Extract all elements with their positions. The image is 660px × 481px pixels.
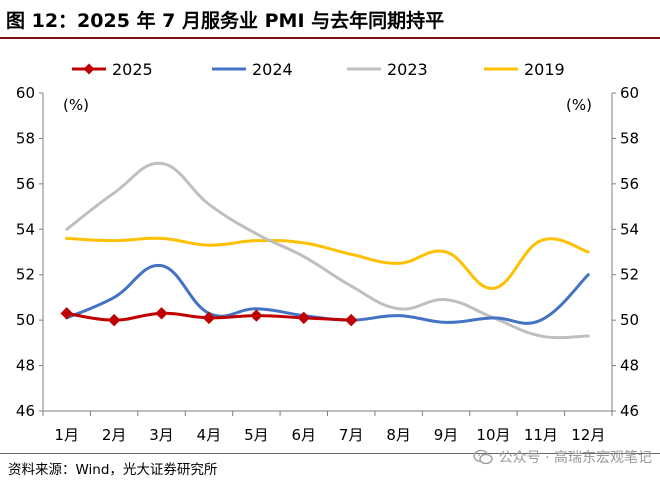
series-point-2025 <box>202 311 216 325</box>
y-tick-label-right: 52 <box>620 266 639 284</box>
footer-divider <box>0 453 660 454</box>
y-tick-label-right: 48 <box>620 357 639 375</box>
title-bar: 图 12：2025 年 7 月服务业 PMI 与去年同期持平 <box>0 0 660 39</box>
chart-area: 46 46 48 48 50 50 52 52 54 54 56 56 58 58 60 60 (%) (%) 1月… <box>16 60 639 444</box>
y-tick-label-right: 54 <box>620 220 639 238</box>
y-tick-label-right: 56 <box>620 175 639 193</box>
y-unit-right: (%) <box>566 96 592 114</box>
y-tick-label-left: 60 <box>16 84 35 102</box>
watermark-text: 公众号 · 高瑞东宏观笔记 <box>498 450 652 466</box>
wechat-icon <box>472 449 493 465</box>
y-tick-label-right: 46 <box>620 402 639 420</box>
x-tick-label: 12月 <box>571 426 605 444</box>
series-point-2025 <box>107 313 121 327</box>
x-tick-label: 1月 <box>54 426 79 444</box>
y-tick-label-left: 58 <box>16 129 35 147</box>
x-tick-label: 11月 <box>524 426 558 444</box>
x-tick-label: 10月 <box>476 426 510 444</box>
legend-label-2019: 2019 <box>524 60 565 79</box>
source-note: 资料来源：Wind，光大证券研究所 <box>8 462 218 478</box>
y-tick-label-left: 48 <box>16 357 35 375</box>
y-tick-label-left: 52 <box>16 266 35 284</box>
legend-marker-2025 <box>83 63 95 75</box>
legend-label-2023: 2023 <box>387 60 428 79</box>
series-point-2025 <box>60 307 73 320</box>
y-tick-label-right: 60 <box>620 84 639 102</box>
chart-title: 图 12：2025 年 7 月服务业 PMI 与去年同期持平 <box>6 10 445 32</box>
y-unit-left: (%) <box>63 96 89 114</box>
x-tick-label: 9月 <box>434 426 459 444</box>
y-tick-label-left: 50 <box>16 311 35 329</box>
x-tick-label: 2月 <box>102 426 127 444</box>
series-line-2019 <box>65 236 590 290</box>
y-tick-label-left: 46 <box>16 402 35 420</box>
series-point-2025 <box>297 311 310 325</box>
watermark: 公众号 · 高瑞东宏观笔记 <box>472 447 652 467</box>
y-tick-label-right: 50 <box>620 311 639 329</box>
legend-label-2025: 2025 <box>112 60 153 79</box>
title-divider <box>0 37 660 39</box>
x-tick-label: 7月 <box>339 426 364 444</box>
x-tick-label: 4月 <box>197 426 222 444</box>
x-tick-label: 3月 <box>149 426 174 444</box>
x-tick-label: 6月 <box>292 426 317 444</box>
series-line-2023 <box>65 161 590 340</box>
series-point-2025 <box>250 309 263 322</box>
series-point-2025 <box>345 313 358 327</box>
x-tick-label: 8月 <box>386 426 411 444</box>
y-tick-label-left: 54 <box>16 220 35 238</box>
y-tick-label-left: 56 <box>16 175 35 193</box>
legend-label-2024: 2024 <box>252 60 293 79</box>
y-tick-label-right: 58 <box>620 129 639 147</box>
x-tick-label: 5月 <box>244 426 269 444</box>
series-point-2025 <box>155 307 168 320</box>
